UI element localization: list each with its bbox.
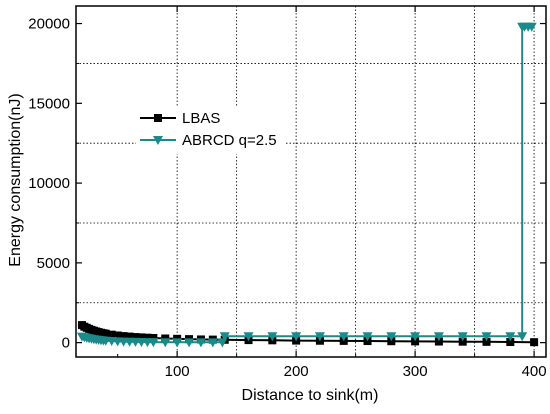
lbas-point xyxy=(137,333,146,342)
abrcd-point xyxy=(314,332,325,342)
abrcd-point xyxy=(526,22,537,32)
grid-layer xyxy=(76,6,546,357)
series-layer xyxy=(76,22,539,348)
y-tick-label: 15000 xyxy=(28,95,70,112)
abrcd-point xyxy=(410,332,421,342)
x-axis-label: Distance to sink(m) xyxy=(242,387,379,404)
abrcd-point xyxy=(338,332,349,342)
abrcd-point xyxy=(362,332,373,342)
lbas-point xyxy=(482,337,491,346)
abrcd-point xyxy=(457,332,468,342)
x-tick-label: 200 xyxy=(284,363,309,380)
abrcd-point xyxy=(517,332,528,342)
lbas-point xyxy=(530,338,539,347)
abrcd-point xyxy=(291,332,302,342)
lbas-point xyxy=(113,331,122,340)
axes-layer: 100 200 300 400 0 5000 10000 15000 20000 xyxy=(28,5,547,380)
x-tick-label: 100 xyxy=(165,363,190,380)
lbas-point xyxy=(506,338,515,347)
lbas-point xyxy=(119,332,128,341)
lbas-point xyxy=(131,333,140,342)
lbas-point xyxy=(458,337,467,346)
legend-label-1: ABRCD q=2.5 xyxy=(182,132,277,149)
abrcd-point xyxy=(505,332,516,342)
abrcd-point xyxy=(148,338,159,348)
plot-frame xyxy=(75,5,547,358)
lbas-point xyxy=(143,333,152,342)
legend-triangle-marker xyxy=(153,136,163,145)
lbas-point xyxy=(434,337,443,346)
x-tick-label: 400 xyxy=(522,363,547,380)
abrcd-point xyxy=(219,332,230,342)
lbas-point xyxy=(107,330,116,339)
lbas-point xyxy=(125,332,134,341)
y-tick-label: 0 xyxy=(62,335,70,352)
abrcd-point xyxy=(160,338,171,348)
legend-label-0: LBAS xyxy=(182,110,220,127)
lbas-point xyxy=(149,334,158,343)
y-tick-label: 20000 xyxy=(28,16,70,33)
legend-square-marker xyxy=(154,114,162,122)
y-axis-label: Energy consumption(nJ) xyxy=(7,93,24,266)
abrcd-point xyxy=(481,332,492,342)
abrcd-point xyxy=(267,332,278,342)
x-tick-label: 300 xyxy=(403,363,428,380)
y-tick-label: 10000 xyxy=(28,175,70,192)
abrcd-point xyxy=(243,332,254,342)
lbas-point xyxy=(411,337,420,346)
abrcd-point xyxy=(207,338,218,348)
abrcd-point xyxy=(433,332,444,342)
y-tick-label: 5000 xyxy=(37,255,70,272)
abrcd-point xyxy=(195,338,206,348)
abrcd-point xyxy=(386,332,397,342)
legend: LBAS ABRCD q=2.5 xyxy=(136,106,286,154)
series-line-1 xyxy=(81,25,532,344)
abrcd-point xyxy=(184,338,195,348)
lbas-point xyxy=(101,329,110,338)
abrcd-point xyxy=(172,338,183,348)
